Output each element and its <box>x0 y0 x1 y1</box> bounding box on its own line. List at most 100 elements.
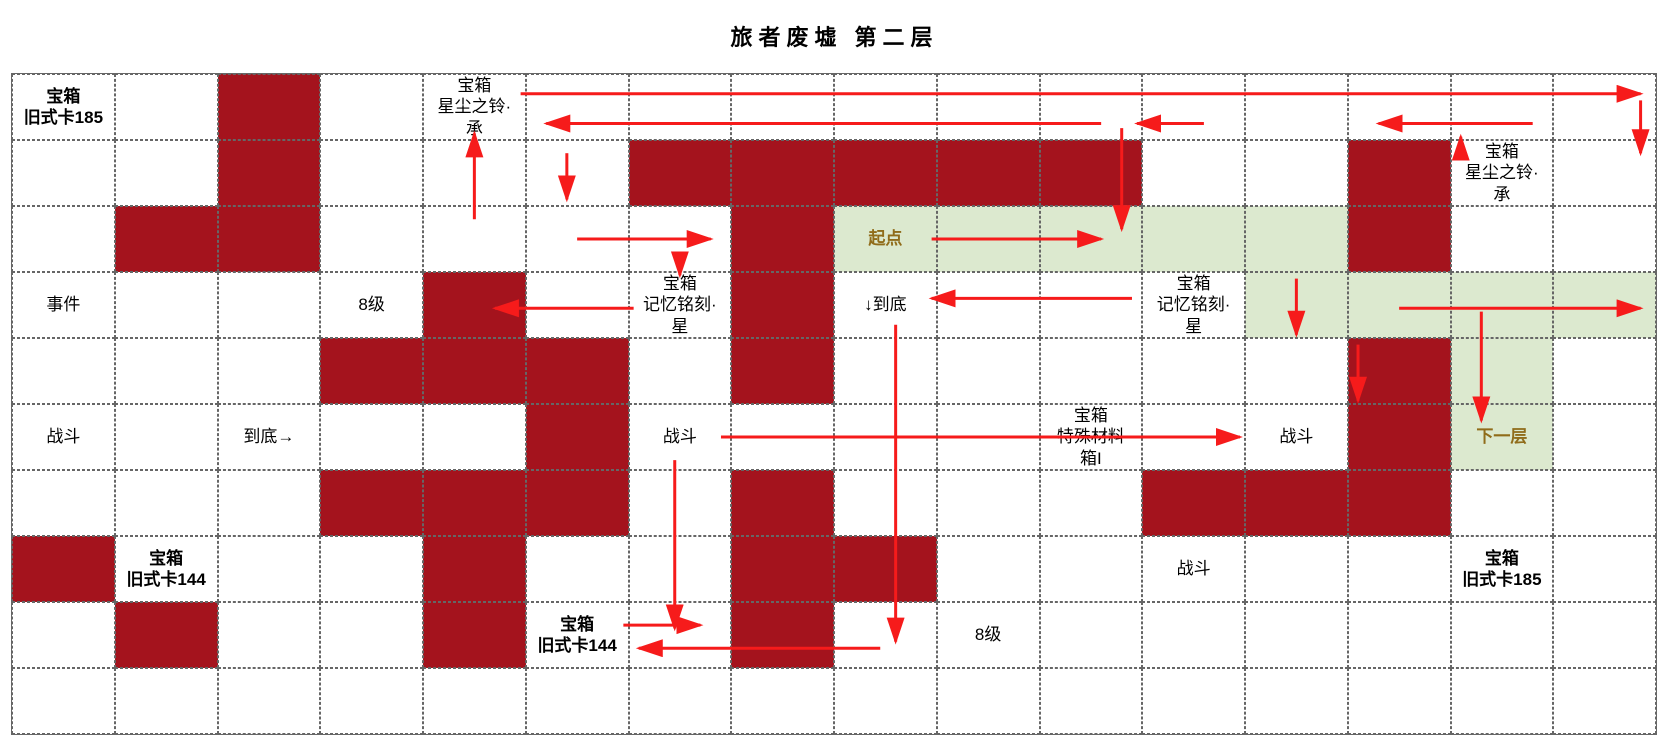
cell-r3-c1 <box>115 272 218 338</box>
cell-r2-c10 <box>1040 206 1143 272</box>
cell-r9-c1 <box>115 668 218 734</box>
cell-r5-c6: 战斗 <box>629 404 732 470</box>
cell-r0-c12 <box>1245 74 1348 140</box>
cell-r8-c4 <box>423 602 526 668</box>
cell-r4-c5 <box>526 338 629 404</box>
cell-r3-c7 <box>731 272 834 338</box>
cell-r6-c15 <box>1553 470 1656 536</box>
cell-r1-c11 <box>1142 140 1245 206</box>
cell-r9-c7 <box>731 668 834 734</box>
cell-r7-c3 <box>320 536 423 602</box>
cell-r2-c11 <box>1142 206 1245 272</box>
cell-r6-c9 <box>937 470 1040 536</box>
cell-r9-c9 <box>937 668 1040 734</box>
cell-r3-c9 <box>937 272 1040 338</box>
cell-r5-c15 <box>1553 404 1656 470</box>
cell-r6-c12 <box>1245 470 1348 536</box>
cell-r1-c8 <box>834 140 937 206</box>
cell-r9-c5 <box>526 668 629 734</box>
cell-r0-c9 <box>937 74 1040 140</box>
cell-r2-c4 <box>423 206 526 272</box>
cell-r6-c4 <box>423 470 526 536</box>
cell-r6-c6 <box>629 470 732 536</box>
cell-r5-c2: 到底→ <box>218 404 321 470</box>
cell-r5-c10: 宝箱 特殊材料 箱I <box>1040 404 1143 470</box>
cell-r3-c15 <box>1553 272 1656 338</box>
cell-r4-c2 <box>218 338 321 404</box>
cell-r3-c5 <box>526 272 629 338</box>
cell-r1-c10 <box>1040 140 1143 206</box>
cell-r4-c3 <box>320 338 423 404</box>
cell-r3-c12 <box>1245 272 1348 338</box>
cell-r2-c15 <box>1553 206 1656 272</box>
cell-r0-c7 <box>731 74 834 140</box>
cell-r7-c14: 宝箱 旧式卡185 <box>1451 536 1554 602</box>
cell-r2-c7 <box>731 206 834 272</box>
cell-r8-c7 <box>731 602 834 668</box>
cell-r3-c11: 宝箱 记忆铭刻· 星 <box>1142 272 1245 338</box>
map-grid: 宝箱 旧式卡185宝箱 星尘之铃· 承宝箱 星尘之铃· 承起点事件8级宝箱 记忆… <box>12 74 1656 734</box>
cell-r7-c9 <box>937 536 1040 602</box>
cell-r9-c12 <box>1245 668 1348 734</box>
cell-r6-c13 <box>1348 470 1451 536</box>
cell-r0-c4: 宝箱 星尘之铃· 承 <box>423 74 526 140</box>
cell-r5-c3 <box>320 404 423 470</box>
cell-r6-c1 <box>115 470 218 536</box>
cell-r7-c7 <box>731 536 834 602</box>
cell-r7-c10 <box>1040 536 1143 602</box>
cell-r8-c5: 宝箱 旧式卡144 <box>526 602 629 668</box>
cell-r7-c12 <box>1245 536 1348 602</box>
cell-r2-c2 <box>218 206 321 272</box>
cell-r4-c0 <box>12 338 115 404</box>
cell-r3-c0: 事件 <box>12 272 115 338</box>
cell-r9-c8 <box>834 668 937 734</box>
cell-r8-c0 <box>12 602 115 668</box>
cell-r9-c11 <box>1142 668 1245 734</box>
cell-r3-c14 <box>1451 272 1554 338</box>
cell-r0-c5 <box>526 74 629 140</box>
cell-r6-c10 <box>1040 470 1143 536</box>
cell-r0-c14 <box>1451 74 1554 140</box>
cell-r1-c1 <box>115 140 218 206</box>
cell-r8-c11 <box>1142 602 1245 668</box>
cell-r3-c3: 8级 <box>320 272 423 338</box>
cell-r8-c3 <box>320 602 423 668</box>
cell-r0-c1 <box>115 74 218 140</box>
cell-r5-c5 <box>526 404 629 470</box>
cell-r5-c4 <box>423 404 526 470</box>
cell-r7-c1: 宝箱 旧式卡144 <box>115 536 218 602</box>
cell-r1-c13 <box>1348 140 1451 206</box>
cell-r4-c12 <box>1245 338 1348 404</box>
cell-r9-c10 <box>1040 668 1143 734</box>
cell-r2-c13 <box>1348 206 1451 272</box>
cell-r4-c14 <box>1451 338 1554 404</box>
cell-r8-c8 <box>834 602 937 668</box>
cell-r2-c3 <box>320 206 423 272</box>
cell-r6-c8 <box>834 470 937 536</box>
cell-r1-c7 <box>731 140 834 206</box>
cell-r2-c5 <box>526 206 629 272</box>
cell-r3-c10 <box>1040 272 1143 338</box>
cell-r1-c14: 宝箱 星尘之铃· 承 <box>1451 140 1554 206</box>
cell-r9-c6 <box>629 668 732 734</box>
cell-r0-c3 <box>320 74 423 140</box>
cell-r3-c13 <box>1348 272 1451 338</box>
cell-r4-c8 <box>834 338 937 404</box>
cell-r1-c0 <box>12 140 115 206</box>
cell-r0-c8 <box>834 74 937 140</box>
cell-r3-c6: 宝箱 记忆铭刻· 星 <box>629 272 732 338</box>
cell-r8-c15 <box>1553 602 1656 668</box>
cell-r6-c0 <box>12 470 115 536</box>
cell-r6-c5 <box>526 470 629 536</box>
cell-r1-c5 <box>526 140 629 206</box>
cell-r9-c2 <box>218 668 321 734</box>
cell-r3-c4 <box>423 272 526 338</box>
cell-r8-c2 <box>218 602 321 668</box>
cell-r4-c10 <box>1040 338 1143 404</box>
cell-r8-c9: 8级 <box>937 602 1040 668</box>
cell-r1-c9 <box>937 140 1040 206</box>
map-title: 旅者废墟 第二层 <box>0 20 1669 52</box>
cell-r4-c4 <box>423 338 526 404</box>
cell-r0-c6 <box>629 74 732 140</box>
cell-r4-c1 <box>115 338 218 404</box>
